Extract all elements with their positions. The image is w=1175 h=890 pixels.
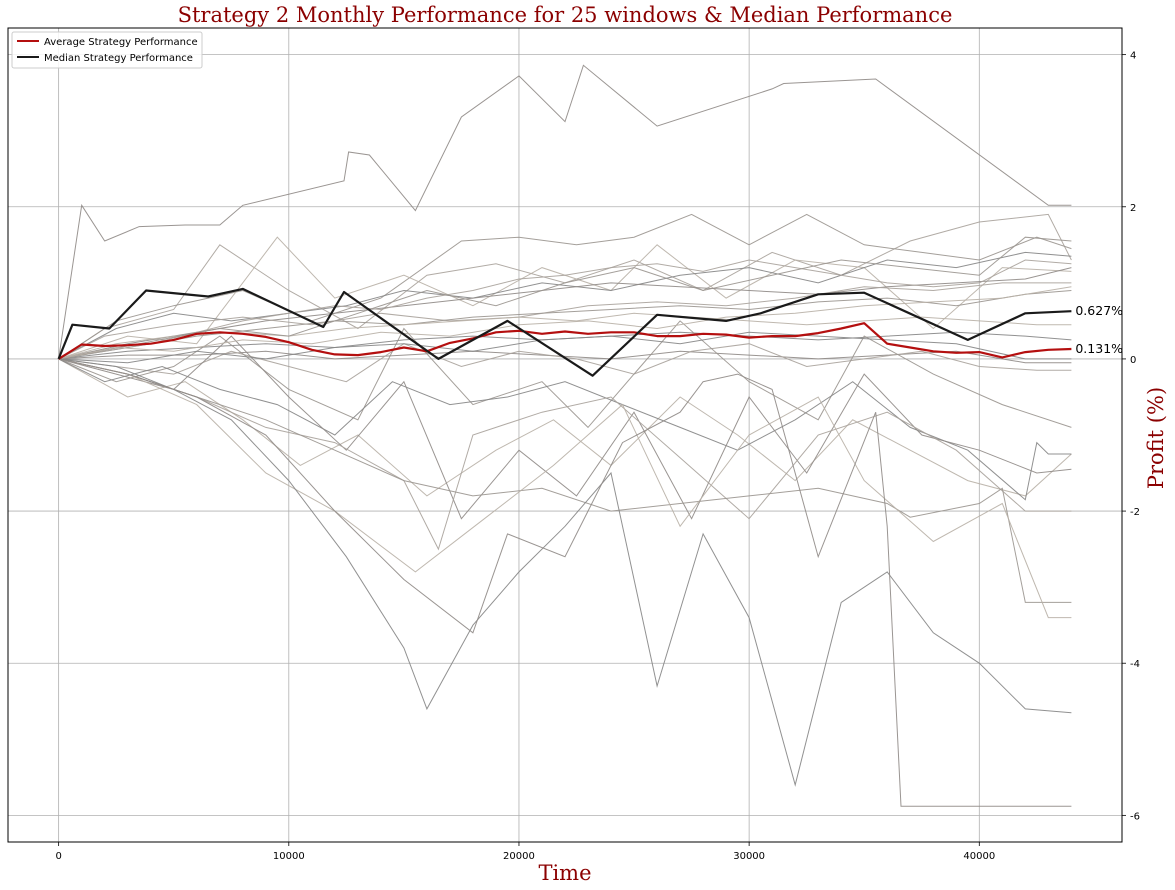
x-tick-label: 20000 xyxy=(503,851,535,862)
window-line-13 xyxy=(58,320,1072,429)
y-tick-label: 2 xyxy=(1130,203,1136,214)
window-line-1 xyxy=(58,64,1072,359)
window-line-23 xyxy=(58,236,1072,360)
window-line-16 xyxy=(58,335,1072,520)
window-line-17 xyxy=(58,358,1072,551)
summary-series-lines xyxy=(57,287,1072,377)
y-axis-label: Profit (%) xyxy=(1144,387,1168,489)
x-tick-label: 40000 xyxy=(963,851,995,862)
x-axis-label: Time xyxy=(538,861,591,885)
median-performance-line xyxy=(57,287,1072,377)
window-line-11 xyxy=(58,350,1072,364)
window-line-22 xyxy=(58,259,1072,360)
legend-label-median: Median Strategy Performance xyxy=(44,53,193,64)
window-line-14 xyxy=(58,358,1072,497)
legend-box xyxy=(11,31,203,69)
window-line-24 xyxy=(58,286,1072,360)
average-performance-line xyxy=(58,322,1072,360)
window-line-18 xyxy=(58,358,1072,603)
x-tick-label: 0 xyxy=(55,851,61,862)
plot-frame xyxy=(7,27,1123,843)
y-tick-label: 4 xyxy=(1130,51,1136,62)
window-line-19 xyxy=(58,358,1072,619)
window-line-7 xyxy=(58,282,1072,360)
window-line-12 xyxy=(58,343,1072,383)
window-line-3 xyxy=(58,213,1072,360)
window-line-21 xyxy=(58,358,1072,807)
end-value-label: 0.627% xyxy=(1075,303,1123,318)
x-tick-label: 10000 xyxy=(273,851,305,862)
window-line-20 xyxy=(58,358,1072,787)
legend: Average Strategy Performance Median Stra… xyxy=(11,31,203,69)
legend-label-average: Average Strategy Performance xyxy=(44,37,198,48)
y-tick-label: -4 xyxy=(1130,659,1140,670)
window-line-25 xyxy=(58,331,1072,364)
x-axis-ticks: 0 10000 20000 30000 40000 xyxy=(55,842,995,862)
background-window-lines xyxy=(58,64,1072,807)
y-tick-label: 0 xyxy=(1130,355,1136,366)
end-value-label: 0.131% xyxy=(1075,341,1123,356)
y-axis-ticks: 4 2 0 -2 -4 -6 xyxy=(1122,51,1140,822)
window-line-2 xyxy=(58,213,1072,360)
end-value-annotations: 0.627% 0.131% xyxy=(1075,303,1123,356)
y-tick-label: -6 xyxy=(1130,811,1140,822)
chart-title: Strategy 2 Monthly Performance for 25 wi… xyxy=(178,3,953,27)
window-line-6 xyxy=(58,267,1072,360)
grid xyxy=(8,28,1122,842)
window-line-5 xyxy=(58,251,1072,360)
x-tick-label: 30000 xyxy=(733,851,765,862)
y-tick-label: -2 xyxy=(1130,507,1140,518)
